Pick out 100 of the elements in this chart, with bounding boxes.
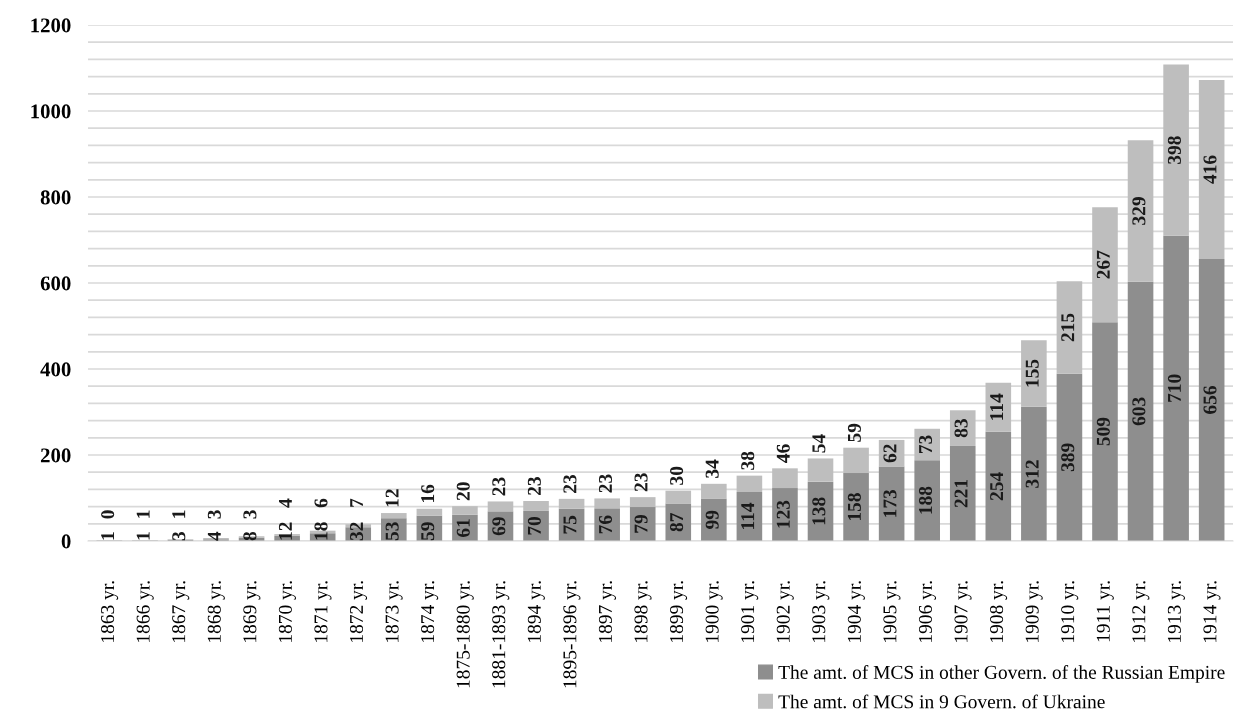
data-label: 76: [598, 515, 613, 534]
data-label: 155: [1025, 359, 1039, 387]
x-tick-label: 1897 yr.: [598, 581, 616, 642]
x-tick-label: 1912 yr.: [1132, 581, 1150, 642]
data-label: 416: [1203, 155, 1217, 184]
legend-label: The amt. of MCS in 9 Govern. of Ukraine: [778, 694, 1105, 709]
data-label: 710: [1167, 374, 1181, 402]
data-label: 23: [598, 474, 613, 493]
x-tick-label: 1901 yr.: [741, 581, 759, 642]
data-label: 12: [385, 489, 399, 507]
x-tick-label: 1874 yr.: [421, 581, 439, 642]
data-label: 34: [705, 459, 719, 478]
y-tick-label: 800: [40, 190, 71, 205]
data-label: 23: [634, 473, 648, 492]
data-label: 398: [1167, 136, 1181, 164]
x-tick-label: 1909 yr.: [1025, 581, 1043, 642]
y-tick-label: 1000: [31, 104, 71, 119]
data-label: 38: [741, 451, 755, 470]
data-label: 75: [563, 515, 577, 534]
data-label: 70: [527, 516, 541, 535]
x-tick-label: 1894 yr.: [527, 581, 545, 642]
data-label: 1: [136, 510, 150, 518]
x-tick-label: 1871 yr.: [314, 581, 332, 642]
data-label: 188: [918, 486, 933, 514]
x-tick-label: 1902 yr.: [776, 581, 794, 642]
data-label: 32: [350, 522, 364, 541]
data-label: 23: [563, 474, 577, 493]
data-label: 138: [812, 497, 826, 525]
x-tick-label: 1904 yr.: [847, 581, 865, 642]
data-label: 3: [243, 510, 257, 519]
data-label: 83: [954, 419, 968, 438]
x-tick-label: 1872 yr.: [349, 581, 368, 642]
data-label: 6: [314, 498, 328, 508]
data-label: 4: [279, 498, 292, 508]
data-label: 254: [990, 472, 1004, 501]
x-tick-label: 1899 yr.: [669, 581, 688, 642]
data-label: 73: [918, 435, 933, 454]
y-tick-label: 0: [61, 534, 71, 549]
data-label: 329: [1132, 197, 1146, 225]
x-tick-label: 1870 yr.: [278, 581, 296, 642]
x-tick-label: 1914 yr.: [1203, 581, 1221, 642]
x-tick-label: 1863 yr.: [101, 581, 119, 642]
x-tick-label: 1873 yr.: [385, 581, 403, 642]
data-label: 8: [243, 531, 257, 541]
x-tick-label: 1895-1896 yr.: [563, 581, 581, 688]
data-label: 12: [278, 522, 292, 540]
data-label: 61: [456, 519, 470, 537]
data-label: 54: [812, 434, 826, 453]
data-label: 4: [207, 531, 221, 541]
x-tick-label: 1903 yr.: [812, 581, 830, 642]
y-tick-label: 400: [40, 362, 71, 377]
x-tick-label: 1913 yr.: [1167, 581, 1185, 642]
data-label: 59: [421, 522, 435, 541]
data-label: 267: [1096, 250, 1110, 279]
data-label: 656: [1203, 385, 1217, 414]
data-label: 62: [883, 444, 897, 463]
data-label: 59: [847, 423, 861, 442]
data-label: 16: [421, 484, 435, 503]
data-label: 1: [101, 532, 115, 540]
data-label: 53: [385, 522, 399, 541]
data-label: 389: [1061, 443, 1075, 472]
x-tick-label: 1875-1880 yr.: [456, 581, 474, 688]
x-tick-label: 1906 yr.: [918, 581, 937, 642]
x-tick-label: 1881-1893 yr.: [492, 581, 510, 688]
data-label: 1: [136, 532, 150, 540]
x-tick-label: 1910 yr.: [1061, 581, 1079, 642]
x-tick-label: 1868 yr.: [207, 581, 225, 642]
data-label: 23: [527, 477, 541, 496]
data-label: 87: [670, 513, 684, 532]
data-label: 114: [741, 502, 755, 529]
data-label: 114: [990, 393, 1003, 420]
data-label: 20: [456, 482, 470, 501]
data-label: 0: [101, 510, 115, 519]
data-label: 1: [172, 510, 186, 518]
data-label: 123: [776, 500, 790, 528]
y-tick-label: 200: [40, 448, 71, 463]
data-label: 23: [492, 477, 506, 496]
y-tick-label: 600: [40, 276, 71, 291]
data-label: 509: [1096, 417, 1110, 446]
x-tick-label: 1867 yr.: [172, 581, 190, 642]
x-tick-label: 1869 yr.: [243, 581, 261, 642]
x-tick-label: 1911 yr.: [1096, 581, 1114, 642]
data-label: 312: [1025, 460, 1039, 488]
data-label: 46: [776, 444, 790, 463]
data-label: 215: [1061, 313, 1075, 342]
data-label: 3: [207, 510, 221, 519]
data-label: 603: [1132, 397, 1146, 426]
data-label: 30: [670, 466, 684, 485]
x-tick-label: 1907 yr.: [954, 581, 972, 642]
data-label: 173: [883, 489, 897, 517]
data-label: 79: [634, 514, 648, 533]
data-label: 7: [350, 498, 363, 507]
x-tick-label: 1908 yr.: [990, 581, 1008, 642]
data-label: 221: [954, 479, 968, 508]
x-tick-label: 1905 yr.: [883, 581, 901, 642]
data-label: 158: [847, 493, 861, 521]
data-label: 99: [705, 510, 719, 529]
data-label: 18: [314, 522, 328, 540]
legend-label: The amt. of MCS in other Govern. of the Russian Empire: [778, 665, 1225, 683]
x-tick-label: 1898 yr.: [634, 581, 652, 642]
